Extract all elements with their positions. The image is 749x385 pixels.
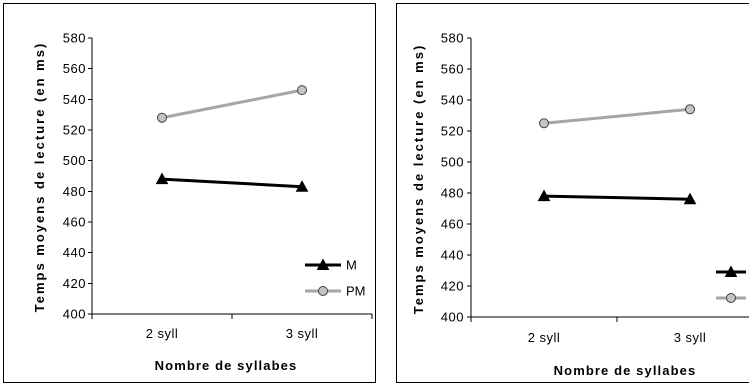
y-tick-label: 460 — [63, 215, 86, 230]
y-axis-title: Temps moyens de lecture (en ms) — [411, 44, 426, 315]
x-tick-label: 2 syll — [528, 330, 561, 345]
y-tick-label: 520 — [63, 123, 86, 138]
x-tick-label: 2 syll — [146, 326, 179, 341]
legend-label: PM — [346, 284, 366, 299]
legend-swatch-circle-marker — [318, 286, 328, 296]
series-1-point-triangle-marker — [683, 192, 697, 205]
series-2-point-circle-marker — [539, 118, 549, 129]
series-pm-point-circle-marker — [297, 85, 307, 96]
chart-panel-border — [3, 3, 376, 383]
legend-item-m: M — [305, 258, 357, 273]
legend-swatch-circle-marker — [726, 293, 736, 303]
y-tick-label: 400 — [441, 310, 464, 325]
x-tick-label: 3 syll — [286, 326, 319, 341]
plot-area: 400 420 440 460 480 500 520 540 560 580 2 syll 3 sy… — [441, 31, 749, 345]
x-axis-title: Nombre de syllabes — [554, 363, 697, 378]
series-1-point-triangle-marker — [537, 189, 551, 202]
y-tick-label: 420 — [63, 276, 86, 291]
y-tick-label: 480 — [63, 184, 86, 199]
series-m-line — [161, 177, 303, 189]
x-tick-label: 3 syll — [674, 330, 707, 345]
series-m-point-triangle-marker — [295, 180, 309, 192]
y-tick-label: 440 — [63, 245, 86, 260]
legend-item-1 — [716, 265, 746, 277]
legend — [716, 265, 746, 303]
y-tick-label: 520 — [441, 124, 464, 139]
y-tick-label: 500 — [441, 155, 464, 170]
y-tick-label: 440 — [441, 248, 464, 263]
y-axis-title: Temps moyens de lecture (en ms) — [32, 42, 47, 313]
legend-label: M — [346, 258, 357, 273]
chart-panel-border — [396, 3, 749, 383]
y-tick-label: 420 — [441, 279, 464, 294]
y-tick-label: 540 — [63, 92, 86, 107]
legend-swatch-triangle-marker — [316, 258, 330, 270]
series-m-point-triangle-marker — [155, 172, 169, 185]
legend-swatch-triangle-marker — [724, 265, 738, 277]
y-tick-label: 540 — [441, 93, 464, 108]
y-tick-label: 500 — [63, 153, 86, 168]
x-axis-title: Nombre de syllabes — [155, 358, 298, 373]
series-2-line — [543, 107, 691, 125]
chart-right: Temps moyens de lecture (en ms) Nombre d… — [396, 3, 749, 383]
y-tick-label: 400 — [63, 307, 86, 322]
plot-area: 400 420 440 460 480 500 520 540 560 580 2 syll 3 sy… — [63, 31, 373, 341]
chart-left: Temps moyens de lecture (en ms) Nombre d… — [3, 3, 376, 383]
legend: M PM — [305, 258, 366, 299]
y-tick-label: 460 — [441, 217, 464, 232]
y-tick-label: 580 — [63, 31, 86, 46]
legend-item-pm: PM — [305, 284, 366, 299]
y-tick-label: 580 — [441, 31, 464, 46]
legend-item-2 — [716, 293, 746, 303]
y-tick-label: 560 — [441, 62, 464, 77]
series-2-point-circle-marker — [685, 104, 695, 115]
series-pm-point-circle-marker — [157, 112, 167, 123]
y-tick-label: 560 — [63, 61, 86, 76]
series-pm-line — [161, 88, 303, 120]
series-1-line — [543, 194, 691, 201]
y-tick-label: 480 — [441, 186, 464, 201]
